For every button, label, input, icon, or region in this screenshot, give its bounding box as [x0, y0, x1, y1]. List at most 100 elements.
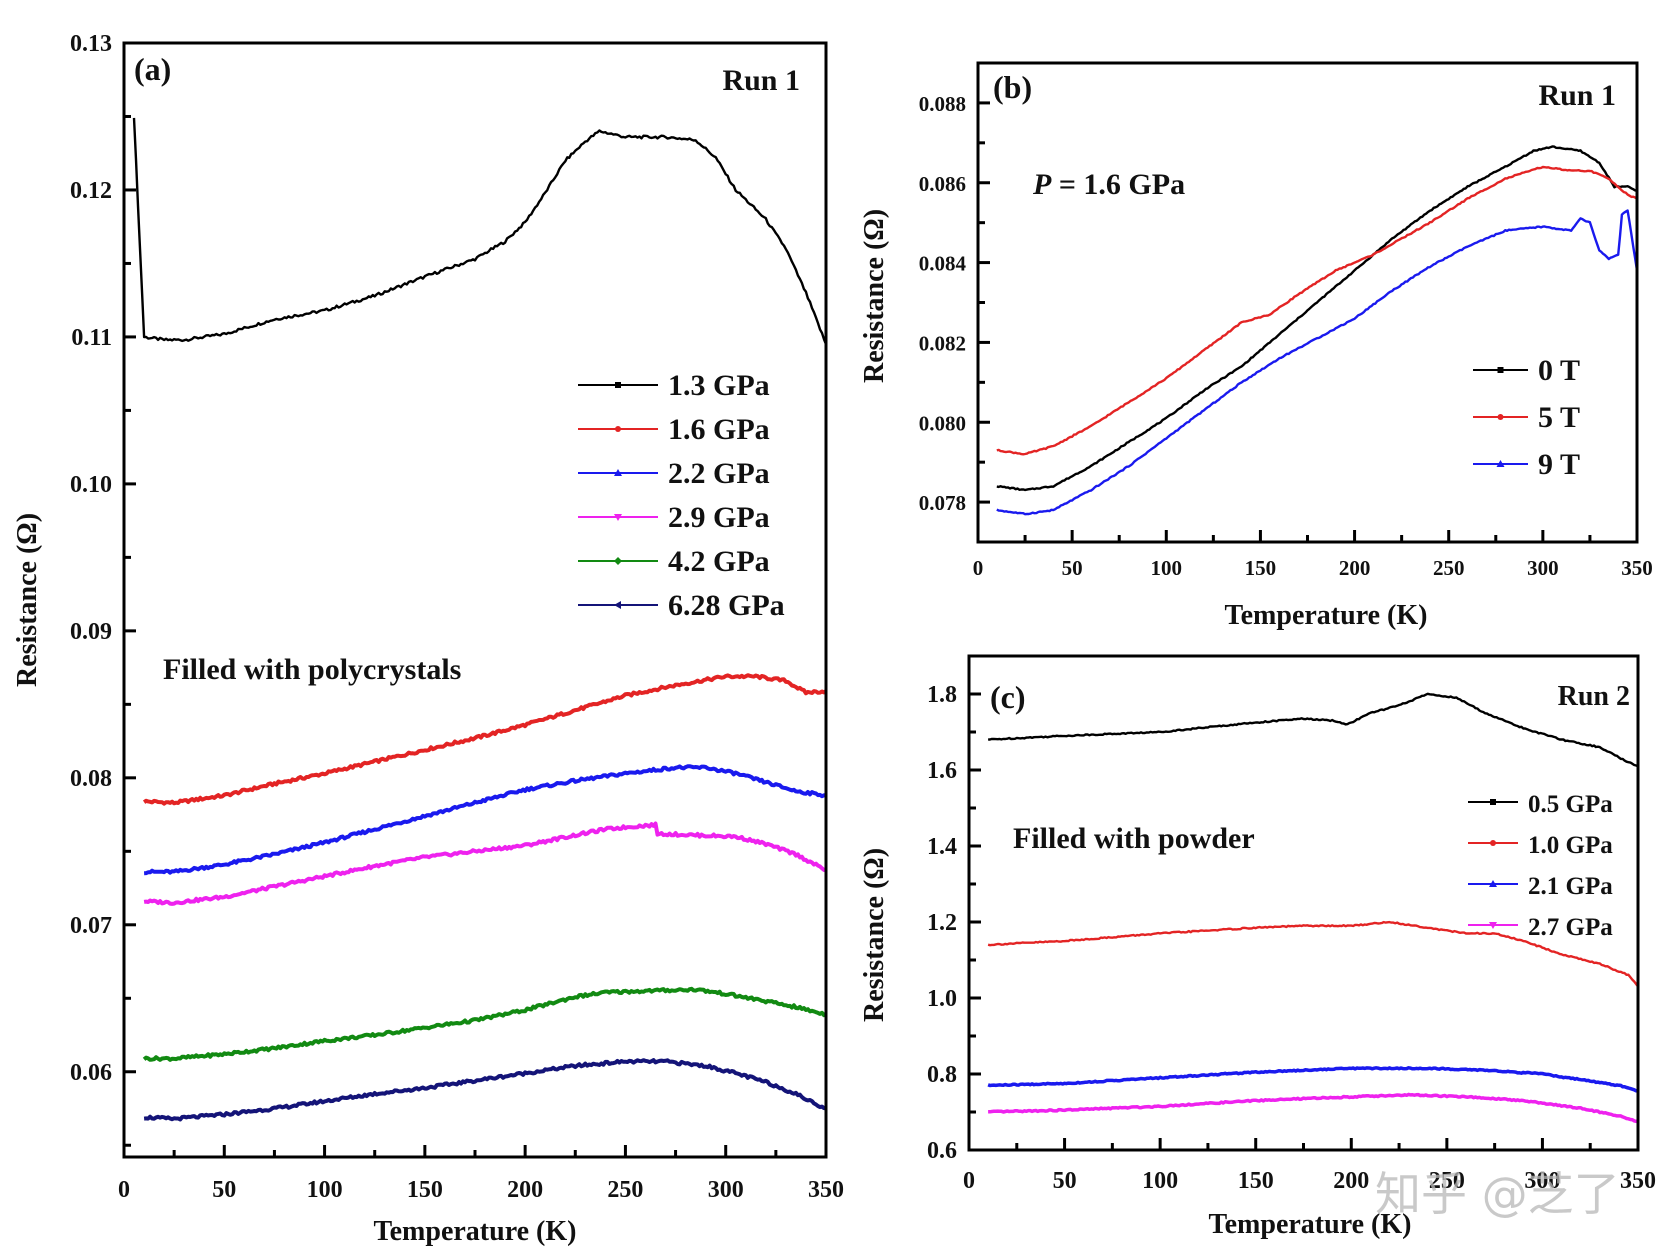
legend-label: 4.2 GPa: [668, 545, 770, 578]
series-line-2-1-gpa: [987, 1066, 1639, 1093]
y-tick-label: 1.2: [927, 910, 957, 936]
panel-a-run-label: Run 1: [722, 64, 800, 97]
panel-c-legend: 0.5 GPa 1.0 GPa 2.1 GPa 2.7 GPa: [1468, 791, 1613, 941]
panel-c-xlabel: Temperature (K): [1209, 1209, 1412, 1240]
legend-marker-square: [1497, 367, 1504, 373]
legend-label: 2.7 GPa: [1528, 914, 1613, 941]
legend-marker-triangle-up: [1489, 880, 1497, 887]
x-tick-label: 100: [307, 1177, 343, 1203]
series-line-2-9-gpa: [143, 821, 827, 906]
x-tick-label: 100: [1142, 1168, 1178, 1194]
y-tick-label: 0.086: [919, 172, 966, 196]
x-tick-label: 150: [407, 1177, 443, 1203]
x-tick-label: 300: [708, 1177, 744, 1203]
legend-marker-square: [1490, 799, 1496, 805]
legend-label: 2.2 GPa: [668, 457, 770, 490]
y-tick-label: 0.09: [70, 619, 112, 645]
panel-b-run-label: Run 1: [1538, 79, 1616, 112]
legend-label: 5 T: [1538, 401, 1580, 434]
y-tick-label: 1.6: [927, 758, 957, 784]
y-tick-label: 0.088: [919, 92, 966, 116]
watermark: 知乎 @芝了: [1375, 1167, 1620, 1221]
y-tick-label: 0.10: [70, 472, 112, 498]
panel-c: 0 50 100 150 200 250 300 350 0.6 0.8 1.0 1.2 1.4 1.6 1…: [859, 654, 1656, 1240]
series-line-0-t: [996, 145, 1638, 492]
x-tick-label: 250: [1433, 556, 1465, 580]
series-line-1-6-gpa: [142, 673, 828, 806]
y-tick-label: 0.08: [70, 766, 112, 792]
panel-b-annotation-value: = 1.6 GPa: [1051, 168, 1185, 201]
legend-label: 1.6 GPa: [668, 413, 770, 446]
panel-b-axes: 0 50 100 150 200 250 300 350 0.078 0.080 0.082 0.08…: [919, 61, 1653, 580]
legend-label: 9 T: [1538, 448, 1580, 481]
y-tick-label: 1.8: [927, 682, 957, 708]
x-tick-label: 50: [1053, 1168, 1077, 1194]
y-tick-label: 0.13: [70, 31, 112, 57]
legend-marker-circle: [1490, 840, 1496, 846]
panel-a-axes: 0 50 100 150 200 250 300 350 0.06 0.07 0.08 0.09 0.1…: [70, 31, 844, 1203]
legend-marker-triangle-down: [1489, 922, 1497, 929]
legend-label: 1.0 GPa: [1528, 832, 1613, 859]
series-line-2-2-gpa: [144, 764, 827, 876]
legend-marker-square: [615, 382, 621, 388]
x-tick-label: 250: [607, 1177, 643, 1203]
panel-a-annotation: Filled with polycrystals: [163, 653, 461, 686]
y-tick-label: 0.084: [919, 252, 967, 276]
y-tick-label: 0.07: [70, 913, 112, 939]
x-tick-label: 100: [1151, 556, 1183, 580]
series-line-5-t: [996, 165, 1638, 456]
legend-marker-triangle-up: [614, 469, 622, 476]
plot-frame: [967, 654, 1640, 1152]
series-line-1-0-gpa: [987, 920, 1639, 988]
legend-marker-diamond: [614, 557, 622, 565]
panel-b-annotation-symbol: P: [1032, 168, 1052, 201]
y-tick-label: 0.06: [70, 1060, 112, 1086]
x-tick-label: 0: [963, 1168, 975, 1194]
panel-a-ylabel: Resistance (Ω): [12, 513, 43, 687]
series-line-6-28-gpa: [143, 1058, 827, 1122]
panel-b-tag: (b): [993, 69, 1032, 105]
panel-a-xlabel: Temperature (K): [374, 1216, 577, 1247]
panel-c-annotation: Filled with powder: [1013, 822, 1255, 855]
legend-label: 1.3 GPa: [668, 369, 770, 402]
panel-c-ylabel: Resistance (Ω): [859, 848, 890, 1022]
legend-marker-circle: [615, 426, 621, 432]
series-line-9-t: [996, 209, 1639, 516]
x-tick-label: 50: [1062, 556, 1083, 580]
series-line-2-7-gpa: [988, 1092, 1639, 1124]
panel-c-axes: 0 50 100 150 200 250 300 350 0.6 0.8 1.0 1.2 1.4 1.6 1…: [927, 654, 1656, 1194]
series-line-0-5-gpa: [988, 692, 1639, 768]
y-tick-label: 0.8: [927, 1062, 957, 1088]
legend-marker-triangle-down: [614, 514, 622, 521]
panel-b-legend: 0 T 5 T 9 T: [1473, 354, 1580, 481]
x-tick-label: 350: [808, 1177, 844, 1203]
series-line-4-2-gpa: [142, 986, 827, 1062]
legend-marker-triangle-left: [614, 601, 621, 609]
x-tick-label: 200: [1339, 556, 1371, 580]
legend-marker-circle: [1497, 414, 1504, 420]
x-tick-label: 0: [118, 1177, 130, 1203]
y-tick-label: 1.0: [927, 986, 957, 1012]
x-tick-label: 200: [1333, 1168, 1369, 1194]
x-tick-label: 350: [1620, 1168, 1656, 1194]
x-tick-label: 150: [1238, 1168, 1274, 1194]
x-tick-label: 350: [1621, 556, 1653, 580]
series-line-1-3-gpa: [132, 117, 828, 345]
panel-a: 0 50 100 150 200 250 300 350 0.06 0.07 0.08 0.09 0.1…: [12, 31, 844, 1247]
y-tick-label: 0.082: [919, 331, 966, 355]
panel-c-tag: (c): [990, 679, 1026, 715]
x-tick-label: 250: [1429, 1168, 1465, 1194]
x-tick-label: 50: [212, 1177, 236, 1203]
legend-label: 6.28 GPa: [668, 589, 785, 622]
x-tick-label: 300: [1527, 556, 1559, 580]
y-tick-label: 0.080: [919, 411, 966, 435]
x-tick-label: 200: [507, 1177, 543, 1203]
y-tick-label: 0.11: [71, 325, 112, 351]
y-tick-label: 0.078: [919, 491, 966, 515]
legend-label: 2.9 GPa: [668, 501, 770, 534]
y-tick-label: 0.6: [927, 1138, 957, 1164]
panel-a-curves: [132, 117, 828, 1122]
panel-c-run-label: Run 2: [1558, 681, 1630, 712]
panel-b-ylabel: Resistance (Ω): [859, 209, 890, 383]
